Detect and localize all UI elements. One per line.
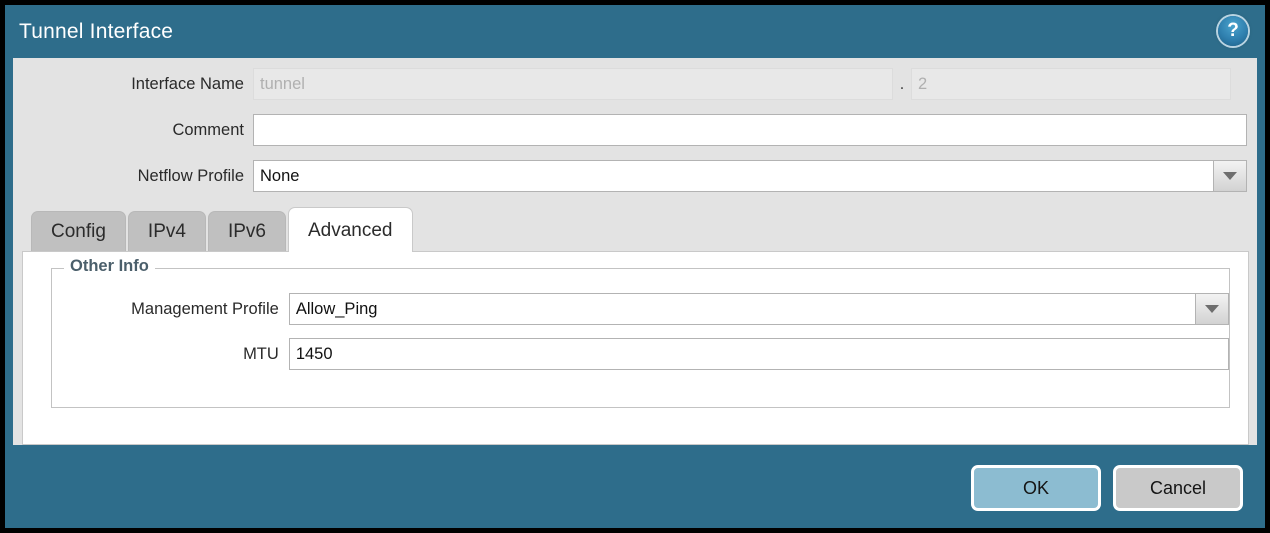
mtu-label: MTU bbox=[243, 344, 279, 363]
dialog-titlebar: Tunnel Interface ? bbox=[5, 5, 1265, 58]
cancel-button[interactable]: Cancel bbox=[1113, 465, 1243, 511]
dialog-body: Interface Name . Comment Netflow Profile… bbox=[13, 58, 1257, 445]
interface-name-label: Interface Name bbox=[131, 74, 244, 93]
tab-strip: Config IPv4 IPv6 Advanced bbox=[31, 206, 1257, 252]
management-profile-label: Management Profile bbox=[131, 299, 279, 318]
chevron-down-icon bbox=[1223, 172, 1237, 180]
netflow-profile-row: Netflow Profile None bbox=[13, 160, 1257, 192]
mtu-input[interactable] bbox=[288, 338, 1229, 370]
management-profile-dropdown-button[interactable] bbox=[1195, 293, 1229, 325]
interface-name-suffix-input bbox=[911, 68, 1231, 100]
netflow-profile-value: None bbox=[253, 160, 1213, 192]
help-circle-icon[interactable]: ? bbox=[1218, 16, 1248, 46]
netflow-profile-label: Netflow Profile bbox=[137, 166, 244, 185]
tunnel-interface-dialog: Tunnel Interface ? Interface Name . Comm… bbox=[5, 5, 1265, 528]
netflow-profile-dropdown[interactable]: None bbox=[253, 160, 1247, 192]
comment-label: Comment bbox=[172, 120, 244, 139]
advanced-tab-panel: Other Info Management Profile Allow_Ping… bbox=[22, 251, 1249, 445]
dialog-title: Tunnel Interface bbox=[19, 20, 174, 43]
comment-input[interactable] bbox=[253, 114, 1247, 146]
tab-ipv6[interactable]: IPv6 bbox=[207, 211, 286, 251]
interface-name-separator: . bbox=[899, 74, 905, 93]
management-profile-value: Allow_Ping bbox=[288, 293, 1195, 325]
other-info-content: Management Profile Allow_Ping MTU bbox=[52, 269, 1229, 370]
tab-config[interactable]: Config bbox=[31, 211, 126, 251]
mtu-row: MTU bbox=[52, 338, 1229, 370]
comment-row: Comment bbox=[13, 114, 1257, 146]
ok-button[interactable]: OK bbox=[971, 465, 1101, 511]
management-profile-row: Management Profile Allow_Ping bbox=[52, 293, 1229, 325]
interface-name-row: Interface Name . bbox=[13, 68, 1257, 100]
tab-advanced[interactable]: Advanced bbox=[287, 207, 413, 252]
dialog-footer: OK Cancel bbox=[5, 445, 1265, 531]
other-info-legend: Other Info bbox=[64, 257, 155, 276]
other-info-fieldset: Other Info Management Profile Allow_Ping… bbox=[51, 257, 1230, 408]
interface-name-prefix-input bbox=[253, 68, 893, 100]
management-profile-dropdown[interactable]: Allow_Ping bbox=[288, 293, 1229, 325]
tab-ipv4[interactable]: IPv4 bbox=[127, 211, 206, 251]
netflow-profile-dropdown-button[interactable] bbox=[1213, 160, 1247, 192]
chevron-down-icon bbox=[1205, 305, 1219, 313]
